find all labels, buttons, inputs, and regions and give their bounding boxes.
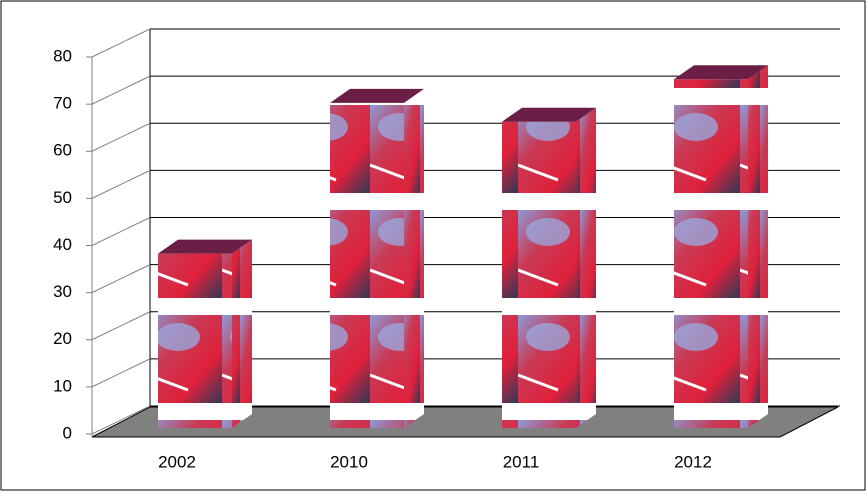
x-tick-label: 2010 xyxy=(330,452,368,471)
grid-diagonal xyxy=(91,264,151,294)
bar-top xyxy=(502,107,596,122)
floor xyxy=(91,406,839,438)
x-tick-label: 2011 xyxy=(503,452,540,471)
bar-top xyxy=(330,88,424,103)
bar-top xyxy=(674,65,768,80)
bar xyxy=(158,253,232,428)
bar-side xyxy=(748,65,768,429)
y-tick-label: 70 xyxy=(53,94,72,113)
grid-diagonal xyxy=(91,122,151,152)
bar xyxy=(502,121,576,428)
grid-diagonal xyxy=(91,169,151,199)
y-tick-label: 20 xyxy=(53,329,72,348)
grid-diagonal xyxy=(91,75,151,105)
y-tick-label: 60 xyxy=(53,141,72,160)
y-tick-label: 10 xyxy=(53,376,72,395)
x-tick-label: 2002 xyxy=(158,452,196,471)
bar-side xyxy=(232,239,252,428)
grid-diagonal xyxy=(91,311,151,341)
grid-diagonal xyxy=(91,358,151,388)
bar xyxy=(330,102,404,429)
y-tick-label: 80 xyxy=(53,46,72,65)
y-tick-label: 0 xyxy=(63,423,72,442)
grid-diagonal xyxy=(91,217,151,246)
bar xyxy=(674,79,748,429)
y-tick-label: 40 xyxy=(53,235,72,254)
grid-diagonal xyxy=(91,405,151,435)
grid-diagonal xyxy=(91,28,151,58)
y-tick-label: 30 xyxy=(53,282,72,301)
bar-side xyxy=(576,107,596,428)
x-tick-label: 2012 xyxy=(674,452,712,471)
bar-top xyxy=(158,239,252,254)
y-tick-label: 50 xyxy=(53,188,72,207)
bar-side xyxy=(404,88,424,429)
